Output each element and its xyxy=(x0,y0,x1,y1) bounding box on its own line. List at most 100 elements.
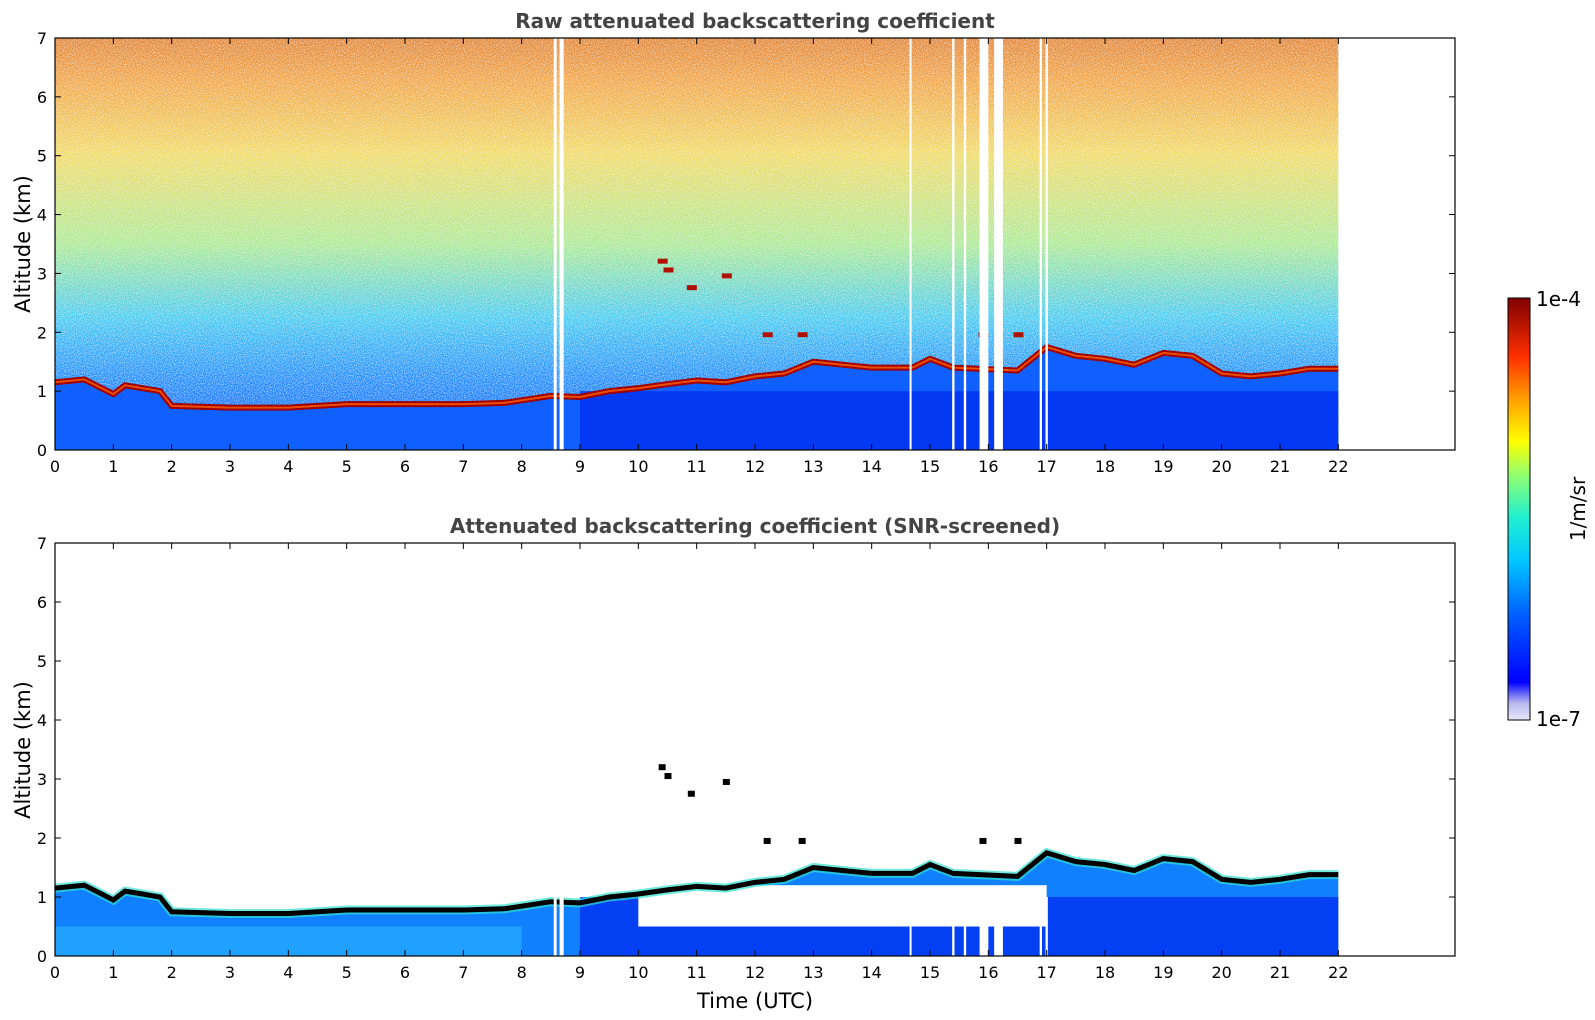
data-gap xyxy=(979,897,989,956)
colorbar: 1e-4 1e-7 1/m/sr xyxy=(1507,287,1590,731)
y-tick-label: 0 xyxy=(37,947,47,966)
x-tick-label: 7 xyxy=(458,963,468,982)
x-tick-label: 3 xyxy=(225,963,235,982)
data-gap xyxy=(963,897,967,956)
panel1-plot xyxy=(55,38,1339,450)
y-tick-label: 6 xyxy=(37,88,47,107)
y-tick-label: 1 xyxy=(37,382,47,401)
x-tick-label: 18 xyxy=(1095,457,1115,476)
x-tick-label: 7 xyxy=(458,457,468,476)
y-tick-label: 0 xyxy=(37,441,47,460)
elevated-layer-mark xyxy=(979,837,987,844)
x-tick-label: 8 xyxy=(517,457,527,476)
colorbar-unit-label: 1/m/sr xyxy=(1566,476,1590,541)
panel2-y-ticks: 0 1 2 3 4 5 6 7 xyxy=(37,534,1455,966)
data-gap xyxy=(559,897,564,956)
panel2-xlabel: Time (UTC) xyxy=(696,989,813,1013)
data-gap xyxy=(1045,38,1048,450)
colorbar-max-label: 1e-4 xyxy=(1536,287,1581,311)
y-tick-label: 4 xyxy=(37,711,47,730)
data-gap xyxy=(1039,38,1042,450)
x-tick-label: 6 xyxy=(400,457,410,476)
x-tick-label: 20 xyxy=(1211,457,1231,476)
panel1-x-ticks: 0 1 2 3 4 5 6 7 8 9 10 11 12 13 14 15 16 17 18 19 20 21 22 xyxy=(50,38,1349,476)
elevated-layer-mark xyxy=(657,258,668,264)
data-gap xyxy=(994,897,1003,956)
elevated-layer-mark xyxy=(798,837,806,844)
boundary-layer-edge xyxy=(55,345,1339,409)
x-tick-label: 14 xyxy=(861,457,881,476)
x-tick-label: 11 xyxy=(686,963,706,982)
x-tick-label: 4 xyxy=(283,457,293,476)
x-tick-label: 17 xyxy=(1036,457,1056,476)
data-gap xyxy=(952,38,955,450)
x-tick-label: 18 xyxy=(1095,963,1115,982)
x-tick-label: 10 xyxy=(628,963,648,982)
x-tick-label: 19 xyxy=(1153,963,1173,982)
x-tick-label: 21 xyxy=(1270,457,1290,476)
x-tick-label: 5 xyxy=(342,457,352,476)
x-tick-label: 13 xyxy=(803,457,823,476)
data-gap xyxy=(909,38,912,450)
y-tick-label: 3 xyxy=(37,264,47,283)
x-tick-label: 5 xyxy=(342,963,352,982)
elevated-layer-mark xyxy=(1014,837,1022,844)
x-tick-label: 12 xyxy=(745,457,765,476)
y-tick-label: 4 xyxy=(37,206,47,225)
x-tick-label: 0 xyxy=(50,963,60,982)
x-tick-label: 4 xyxy=(283,963,293,982)
x-tick-label: 22 xyxy=(1328,963,1348,982)
y-tick-label: 1 xyxy=(37,888,47,907)
data-gap xyxy=(1045,897,1048,956)
elevated-layer-mark xyxy=(762,332,773,338)
x-tick-label: 11 xyxy=(686,457,706,476)
x-tick-label: 2 xyxy=(167,457,177,476)
colorbar-gradient xyxy=(1507,297,1531,721)
elevated-layer-mark xyxy=(664,773,672,780)
elevated-layer-mark xyxy=(797,332,808,338)
x-tick-label: 1 xyxy=(108,457,118,476)
y-tick-label: 5 xyxy=(37,147,47,166)
data-gap xyxy=(963,38,967,450)
x-tick-label: 21 xyxy=(1270,963,1290,982)
elevated-layer-mark xyxy=(686,285,697,291)
data-gap xyxy=(553,897,557,956)
x-tick-label: 17 xyxy=(1036,963,1056,982)
panel1-data-gaps xyxy=(553,38,1048,450)
data-gap xyxy=(559,38,564,450)
x-tick-label: 2 xyxy=(167,963,177,982)
y-tick-label: 5 xyxy=(37,652,47,671)
elevated-layer-mark xyxy=(1013,332,1024,338)
x-tick-label: 13 xyxy=(803,963,823,982)
y-tick-label: 2 xyxy=(37,829,47,848)
panel1-layers xyxy=(55,258,1339,450)
elevated-layer-mark xyxy=(663,267,674,273)
data-gap xyxy=(1039,897,1042,956)
panel1-ylabel: Altitude (km) xyxy=(11,175,35,313)
panel2-ylabel: Altitude (km) xyxy=(11,681,35,819)
x-tick-label: 0 xyxy=(50,457,60,476)
x-tick-label: 9 xyxy=(575,457,585,476)
y-tick-label: 3 xyxy=(37,770,47,789)
x-tick-label: 19 xyxy=(1153,457,1173,476)
x-tick-label: 22 xyxy=(1328,457,1348,476)
x-tick-label: 16 xyxy=(978,457,998,476)
elevated-layer-mark xyxy=(687,790,695,797)
x-tick-label: 1 xyxy=(108,963,118,982)
elevated-layer-mark xyxy=(722,778,730,785)
elevated-layer-mark xyxy=(763,837,771,844)
y-tick-label: 2 xyxy=(37,323,47,342)
x-tick-label: 15 xyxy=(920,963,940,982)
y-tick-label: 6 xyxy=(37,593,47,612)
panel2-title: Attenuated backscattering coefficient (S… xyxy=(450,514,1060,538)
panel2-plot xyxy=(55,764,1339,956)
elevated-layer-mark xyxy=(658,764,666,771)
y-tick-label: 7 xyxy=(37,534,47,553)
elevated-layer-mark xyxy=(721,273,732,279)
data-gap xyxy=(952,897,955,956)
data-gap xyxy=(994,38,1003,450)
afternoon-clear-zone xyxy=(580,391,1339,450)
x-tick-label: 20 xyxy=(1211,963,1231,982)
x-tick-label: 16 xyxy=(978,963,998,982)
